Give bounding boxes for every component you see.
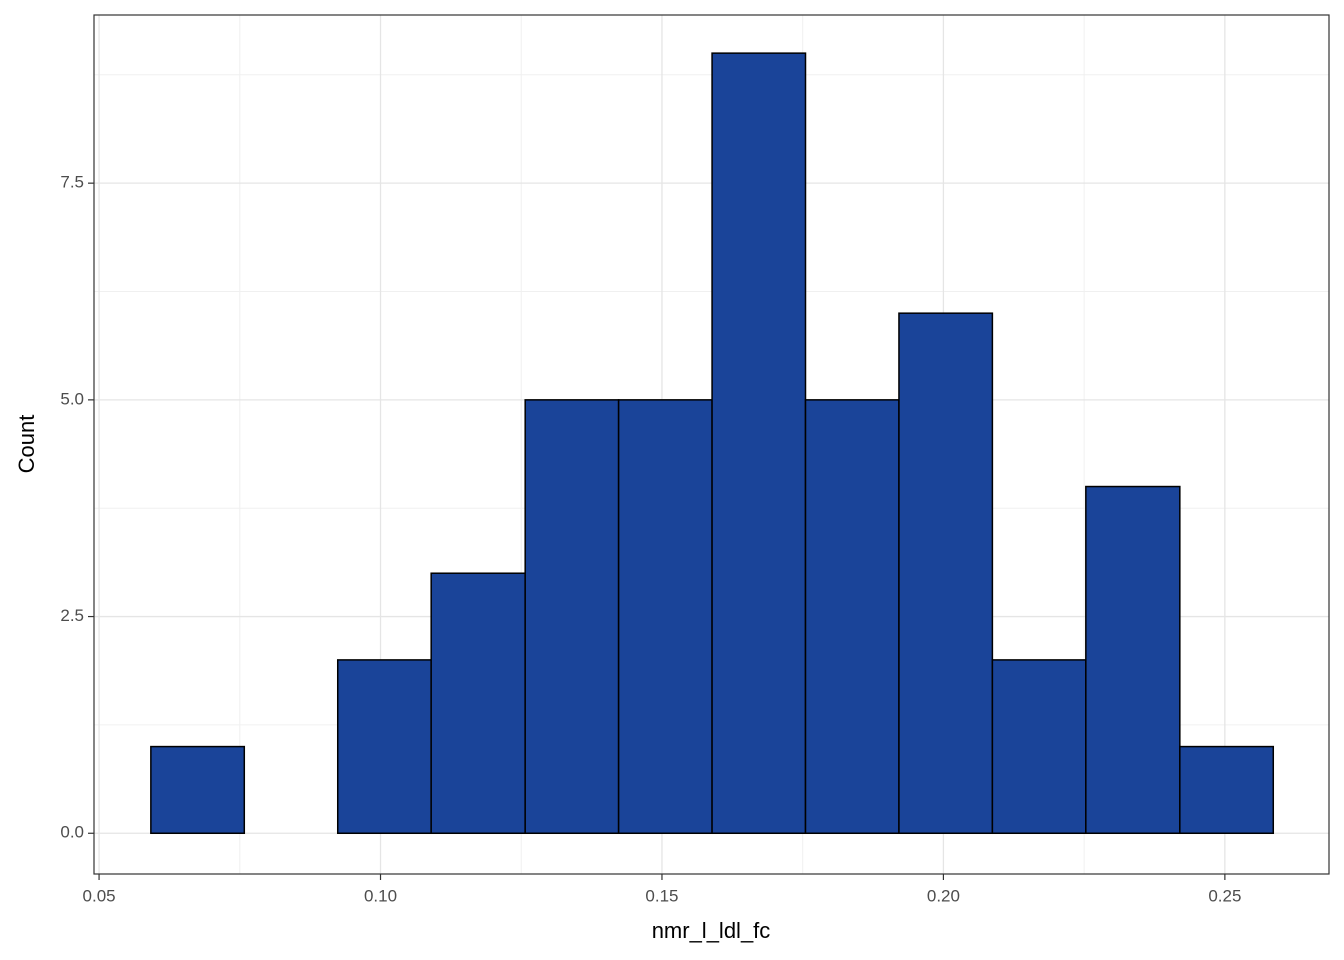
x-axis-title: nmr_l_ldl_fc [652, 918, 771, 943]
ticks: 0.05 0.10 0.15 0.20 0.25 0.0 2.5 5.0 7.5 [60, 173, 1241, 906]
x-tick-label: 0.25 [1208, 886, 1241, 905]
bar [898, 312, 994, 835]
y-tick-label: 0.0 [60, 823, 84, 842]
bar [524, 399, 620, 835]
x-tick-label: 0.10 [364, 886, 397, 905]
bar [150, 745, 246, 835]
bar [1085, 485, 1181, 835]
bar [430, 572, 526, 835]
y-tick-label: 7.5 [60, 173, 84, 192]
panel-border [93, 14, 1330, 875]
y-tick-label: 5.0 [60, 389, 84, 408]
bar [336, 659, 432, 835]
x-tick-label: 0.15 [645, 886, 678, 905]
x-tick-label: 0.05 [83, 886, 116, 905]
bar [617, 399, 713, 835]
bar [991, 659, 1087, 835]
y-tick-label: 2.5 [60, 606, 84, 625]
bar [804, 399, 900, 835]
y-axis-title: Count [14, 415, 39, 474]
x-tick-label: 0.20 [927, 886, 960, 905]
bars [150, 52, 1275, 835]
bar [1179, 745, 1275, 835]
bar [711, 52, 807, 835]
